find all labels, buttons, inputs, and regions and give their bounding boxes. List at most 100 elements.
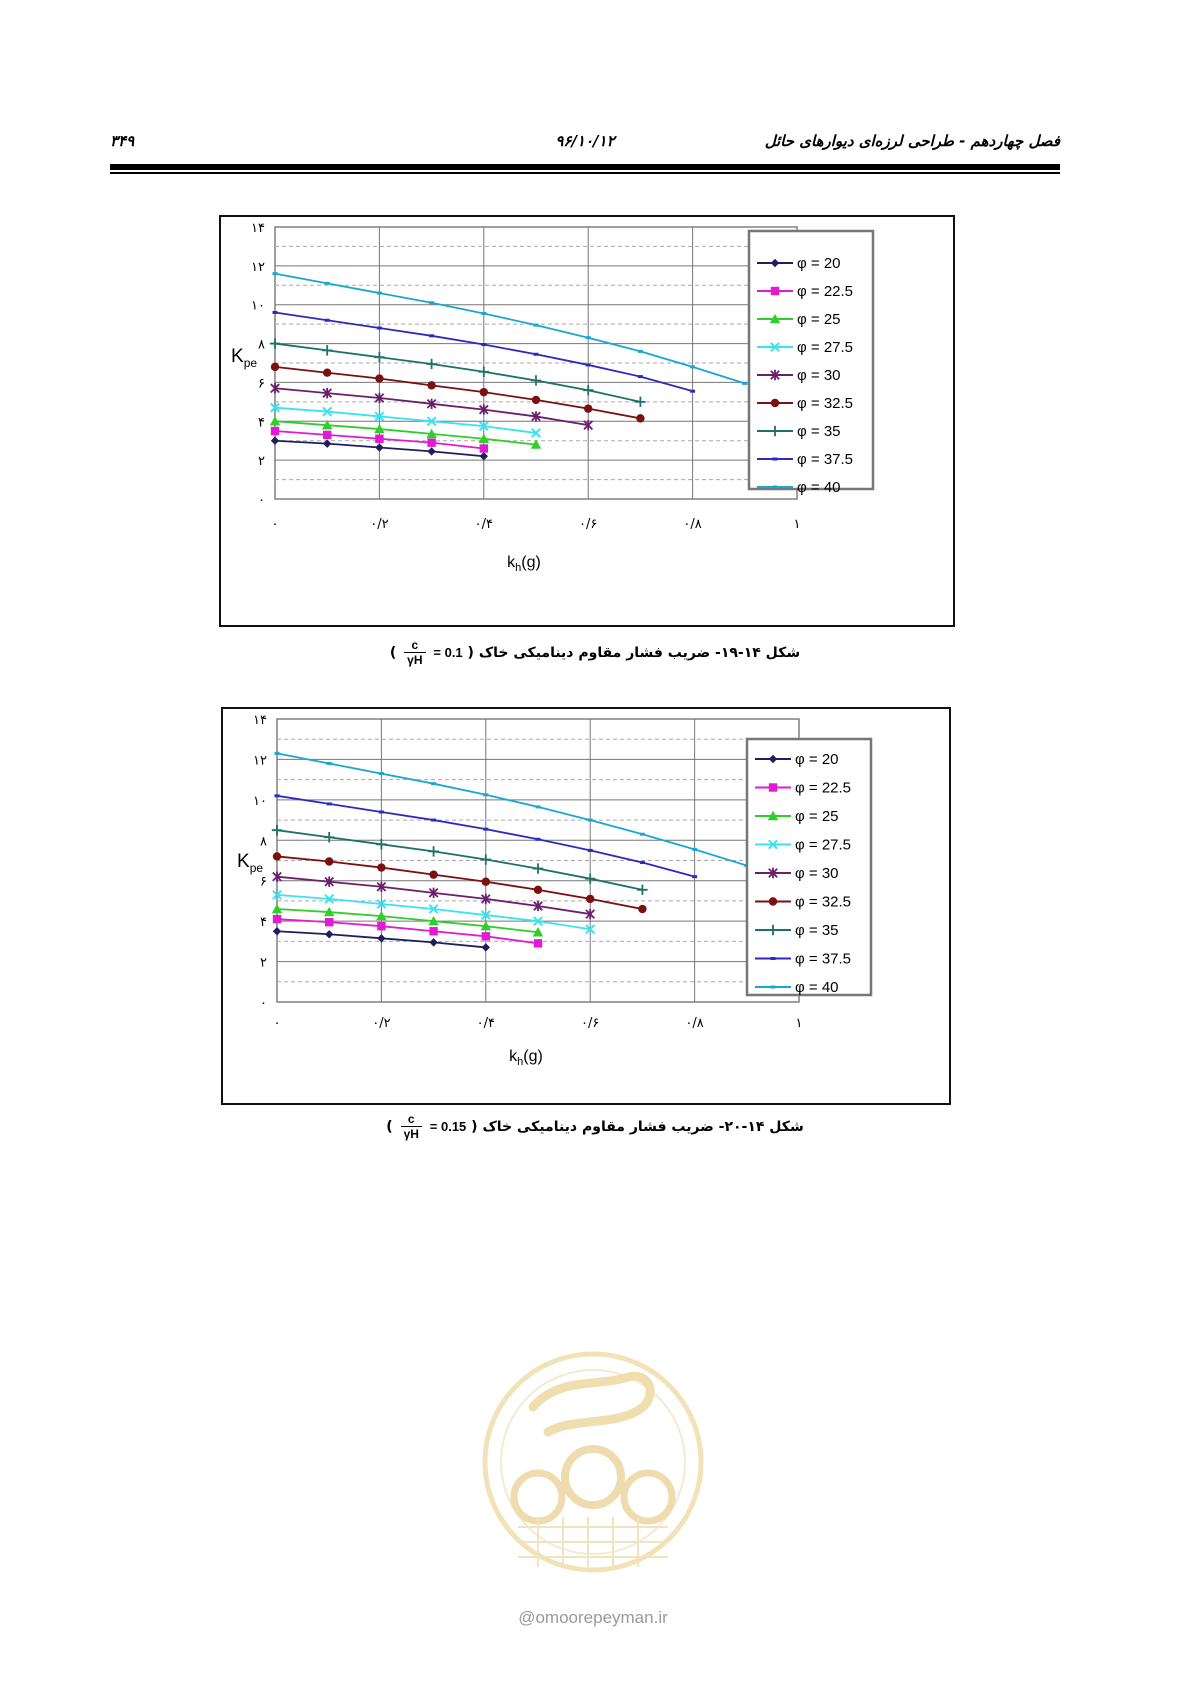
legend-marker [769, 425, 781, 437]
chart-figure-20: ۰ ۲ ۴ ۶ ۸ ۱۰ ۱۲ ۱۴ ۰ ۰/۲ ۰/۴ ۰/۶ ۰/۸ ۱ Kpe kh(g) φ = 20 φ… [221, 707, 951, 1105]
data-point [377, 921, 386, 931]
series-40 [274, 751, 750, 868]
legend-item: φ = 30 [755, 865, 839, 882]
data-point [323, 368, 332, 377]
fraction-numerator: c [400, 1112, 422, 1127]
data-point [426, 428, 437, 439]
y-tick-label: ۰ [260, 996, 267, 1011]
data-point [742, 381, 748, 385]
data-point [690, 365, 696, 369]
data-point [480, 854, 491, 865]
data-point [585, 336, 591, 340]
data-point [376, 839, 387, 850]
x-tick-label: ۰/۴ [477, 1016, 495, 1031]
legend-item: φ = 27.5 [757, 339, 853, 356]
watermark-text: @omoorepeyman.ir [518, 1608, 668, 1627]
x-tick-label: ۰/۶ [581, 1016, 599, 1031]
data-point [326, 802, 332, 806]
data-point [635, 396, 646, 408]
data-point [692, 847, 698, 851]
data-point [324, 876, 335, 887]
y-axis-label: Kpe [231, 346, 257, 370]
legend-marker [767, 924, 779, 936]
legend-item: φ = 32.5 [757, 395, 853, 412]
caption-paren-open: ( [467, 644, 474, 661]
data-point [586, 894, 595, 904]
data-point [374, 423, 385, 434]
data-point [322, 387, 333, 399]
legend-label: φ = 40 [795, 979, 839, 996]
data-point [531, 411, 541, 422]
data-point [272, 889, 282, 900]
data-point [426, 358, 437, 370]
series-line [274, 342, 641, 403]
legend-marker [770, 342, 780, 352]
data-point [585, 908, 596, 920]
data-point [323, 439, 332, 448]
caption-ratio-value: = 0.15 [429, 1119, 467, 1134]
series-25 [269, 416, 542, 449]
data-point [533, 916, 543, 927]
y-tick-label: ۱۰ [251, 299, 265, 314]
data-point [480, 893, 491, 905]
x-axis-label: kh(g) [507, 554, 541, 574]
legend-item: φ = 30 [757, 367, 841, 384]
data-point [428, 904, 439, 914]
legend-label: φ = 40 [797, 479, 841, 496]
legend-label: φ = 32.5 [795, 894, 851, 911]
data-point [429, 927, 438, 936]
data-point [481, 932, 490, 941]
data-point [585, 363, 591, 367]
chapter-title: فصل چهاردهم - طراحی لرزه‌ای دیوارهای حائ… [764, 132, 1060, 150]
data-point [478, 433, 489, 443]
legend: φ = 20 φ = 22.5 φ = 25 φ = 27.5 φ = 30 φ = 32… [747, 229, 875, 496]
data-point [429, 870, 438, 879]
x-tick-label: ۰/۴ [475, 517, 493, 532]
legend-item: φ = 35 [757, 423, 841, 440]
data-point [481, 877, 490, 886]
series-line [276, 908, 539, 934]
caption-fraction: c γH [404, 638, 426, 667]
legend-item: φ = 40 [755, 979, 839, 996]
legend-item: φ = 20 [757, 255, 841, 272]
data-point [272, 871, 282, 882]
fraction-numerator: c [404, 638, 426, 653]
page-header: فصل چهاردهم - طراحی لرزه‌ای دیوارهای حائ… [110, 128, 1060, 158]
legend-item: φ = 37.5 [755, 951, 851, 968]
series-37.5 [272, 310, 696, 393]
fraction-denominator: γH [403, 1127, 419, 1141]
data-point [270, 426, 280, 436]
x-tick-label: ۰/۲ [372, 1016, 390, 1031]
data-point [324, 281, 330, 285]
data-point [479, 387, 488, 397]
legend-label: φ = 20 [795, 751, 839, 768]
y-tick-label: ۰ [258, 493, 265, 508]
legend-marker [770, 286, 780, 296]
data-point [378, 772, 384, 776]
legend-label: φ = 20 [797, 255, 841, 272]
legend-marker [767, 810, 779, 821]
series-line [276, 752, 748, 867]
data-point [271, 903, 283, 914]
data-point [271, 824, 283, 836]
data-point [533, 352, 539, 356]
data-point [532, 927, 544, 937]
data-point [637, 375, 643, 379]
legend-label: φ = 35 [795, 922, 839, 939]
data-point [427, 438, 436, 447]
y-tick-label: ۲ [258, 454, 265, 469]
legend-label: φ = 22.5 [795, 780, 851, 797]
y-tick-label: ۴ [258, 415, 265, 430]
x-tick-label: ۰ [274, 1016, 281, 1031]
data-point [533, 885, 543, 895]
data-point [481, 343, 487, 347]
x-axis-label: kh(g) [509, 1048, 543, 1068]
data-point [270, 436, 280, 445]
data-point [692, 875, 698, 879]
legend-label: φ = 27.5 [795, 837, 851, 854]
series-line [274, 420, 537, 446]
x-tick-label: ۱ [796, 1016, 803, 1031]
data-point [375, 434, 384, 443]
data-point [428, 846, 439, 857]
